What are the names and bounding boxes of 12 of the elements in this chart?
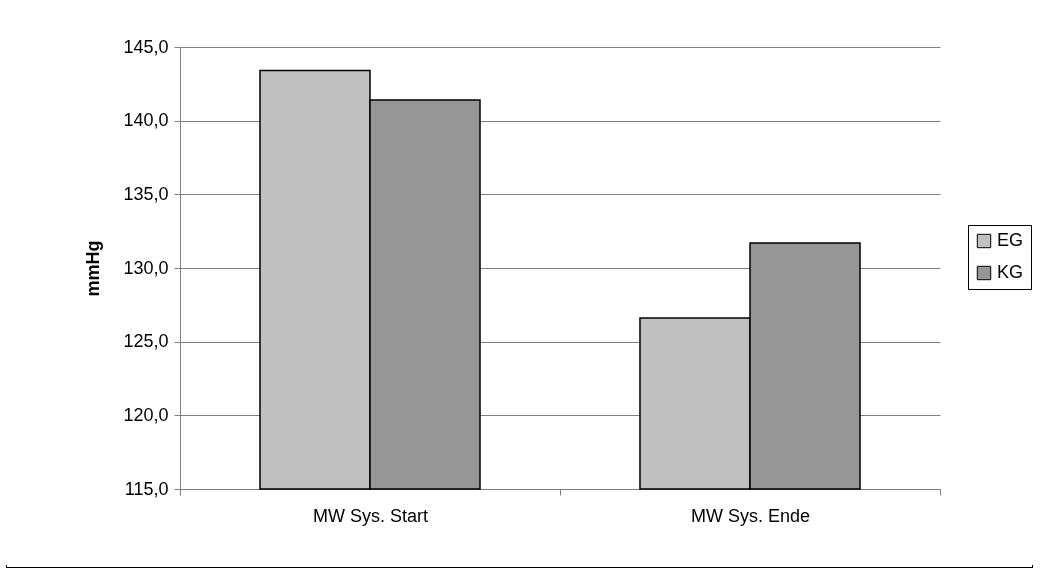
y-tick-label: 135,0 — [123, 183, 169, 204]
x-tick-label: MW Sys. Ende — [690, 505, 811, 526]
y-axis-title: mmHg — [83, 240, 104, 297]
x-tick-label: MW Sys. Start — [312, 505, 429, 526]
y-tick-label: 130,0 — [123, 257, 169, 278]
y-tick-label: 125,0 — [123, 331, 169, 352]
legend-label: KG — [997, 262, 1024, 282]
y-tick-label: 120,0 — [123, 404, 169, 425]
y-tick-label: 140,0 — [123, 110, 169, 131]
y-tick-label: 115,0 — [124, 478, 169, 499]
y-tick-label: 145,0 — [123, 36, 169, 57]
legend-label: EG — [997, 230, 1024, 250]
